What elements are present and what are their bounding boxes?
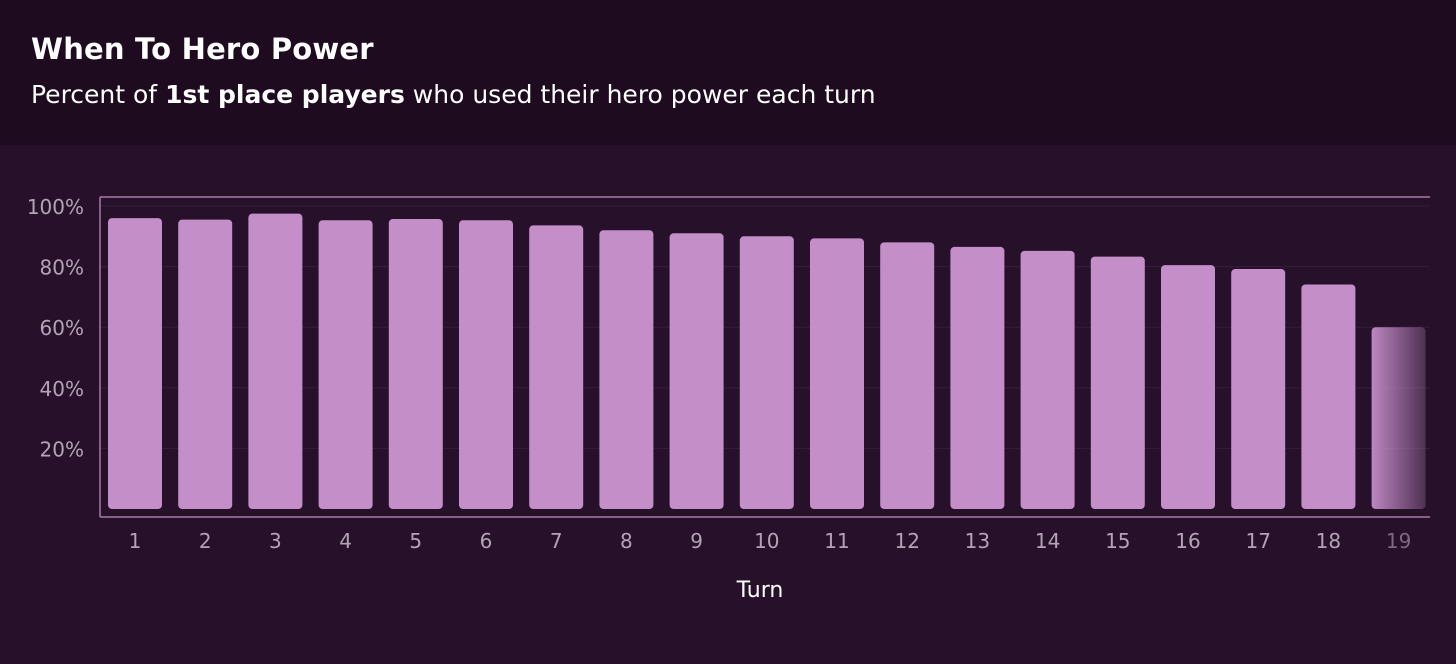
bar-turn-3 bbox=[248, 213, 303, 509]
x-axis-label: Turn bbox=[736, 578, 784, 603]
x-tick-label: 11 bbox=[824, 529, 849, 553]
x-tick-label: 5 bbox=[409, 529, 422, 553]
axis-layer bbox=[99, 196, 1430, 518]
bar-turn-15 bbox=[1090, 256, 1145, 509]
x-tick-label: 13 bbox=[965, 529, 990, 553]
bar-turn-5 bbox=[388, 219, 443, 510]
subtitle-emphasis: 1st place players bbox=[165, 80, 405, 109]
bar-turn-13 bbox=[950, 246, 1005, 509]
x-tick-label: 16 bbox=[1175, 529, 1200, 553]
chart-subtitle: Percent of 1st place players who used th… bbox=[31, 80, 876, 109]
x-tick-label: 3 bbox=[269, 529, 282, 553]
x-tick-label: 15 bbox=[1105, 529, 1130, 553]
x-tick-label: 14 bbox=[1035, 529, 1060, 553]
bar-turn-18 bbox=[1301, 284, 1356, 509]
x-tick-label: 7 bbox=[550, 529, 563, 553]
x-tick-label: 2 bbox=[199, 529, 212, 553]
bar-turn-16 bbox=[1161, 265, 1215, 509]
x-tick-label: 9 bbox=[690, 529, 703, 553]
bar-turn-17 bbox=[1231, 269, 1286, 509]
x-tick-label: 8 bbox=[620, 529, 633, 553]
x-tick-label: 1 bbox=[129, 529, 142, 553]
x-tick-label: 17 bbox=[1245, 529, 1270, 553]
x-tick-label: 6 bbox=[480, 529, 493, 553]
bar-turn-2 bbox=[178, 219, 233, 509]
y-tick-label: 20% bbox=[40, 437, 84, 461]
bar-turn-6 bbox=[459, 220, 513, 509]
y-tick-label: 60% bbox=[40, 316, 84, 340]
bar-turn-12 bbox=[880, 242, 935, 510]
bar-layer bbox=[108, 213, 1426, 510]
bar-turn-19 bbox=[1371, 327, 1426, 509]
bar-turn-14 bbox=[1020, 250, 1075, 509]
bar-turn-10 bbox=[739, 236, 794, 510]
x-tick-label: 12 bbox=[894, 529, 919, 553]
bar-turn-11 bbox=[810, 238, 864, 509]
bar-turn-9 bbox=[669, 233, 724, 509]
x-tick-label: 19 bbox=[1386, 529, 1411, 553]
chart-header: When To Hero Power Percent of 1st place … bbox=[0, 0, 1456, 145]
y-tick-label: 80% bbox=[40, 256, 84, 280]
y-tick-label: 100% bbox=[27, 195, 84, 219]
tick-layer: 20%40%60%80%100%1 2 3 4 5 6 7 8 9 10 11 12 13 14 15 16 1… bbox=[27, 195, 1412, 553]
bar-turn-1 bbox=[108, 218, 162, 509]
subtitle-prefix: Percent of bbox=[31, 80, 166, 109]
bar-turn-4 bbox=[318, 220, 373, 509]
subtitle-suffix: who used their hero power each turn bbox=[404, 80, 876, 109]
x-tick-label: 4 bbox=[339, 529, 352, 553]
y-tick-label: 40% bbox=[40, 377, 84, 401]
x-tick-label: 10 bbox=[754, 529, 779, 553]
x-tick-label: 18 bbox=[1316, 529, 1341, 553]
bar-turn-7 bbox=[529, 225, 584, 509]
bar-turn-8 bbox=[599, 230, 654, 510]
chart-title: When To Hero Power bbox=[31, 32, 374, 66]
